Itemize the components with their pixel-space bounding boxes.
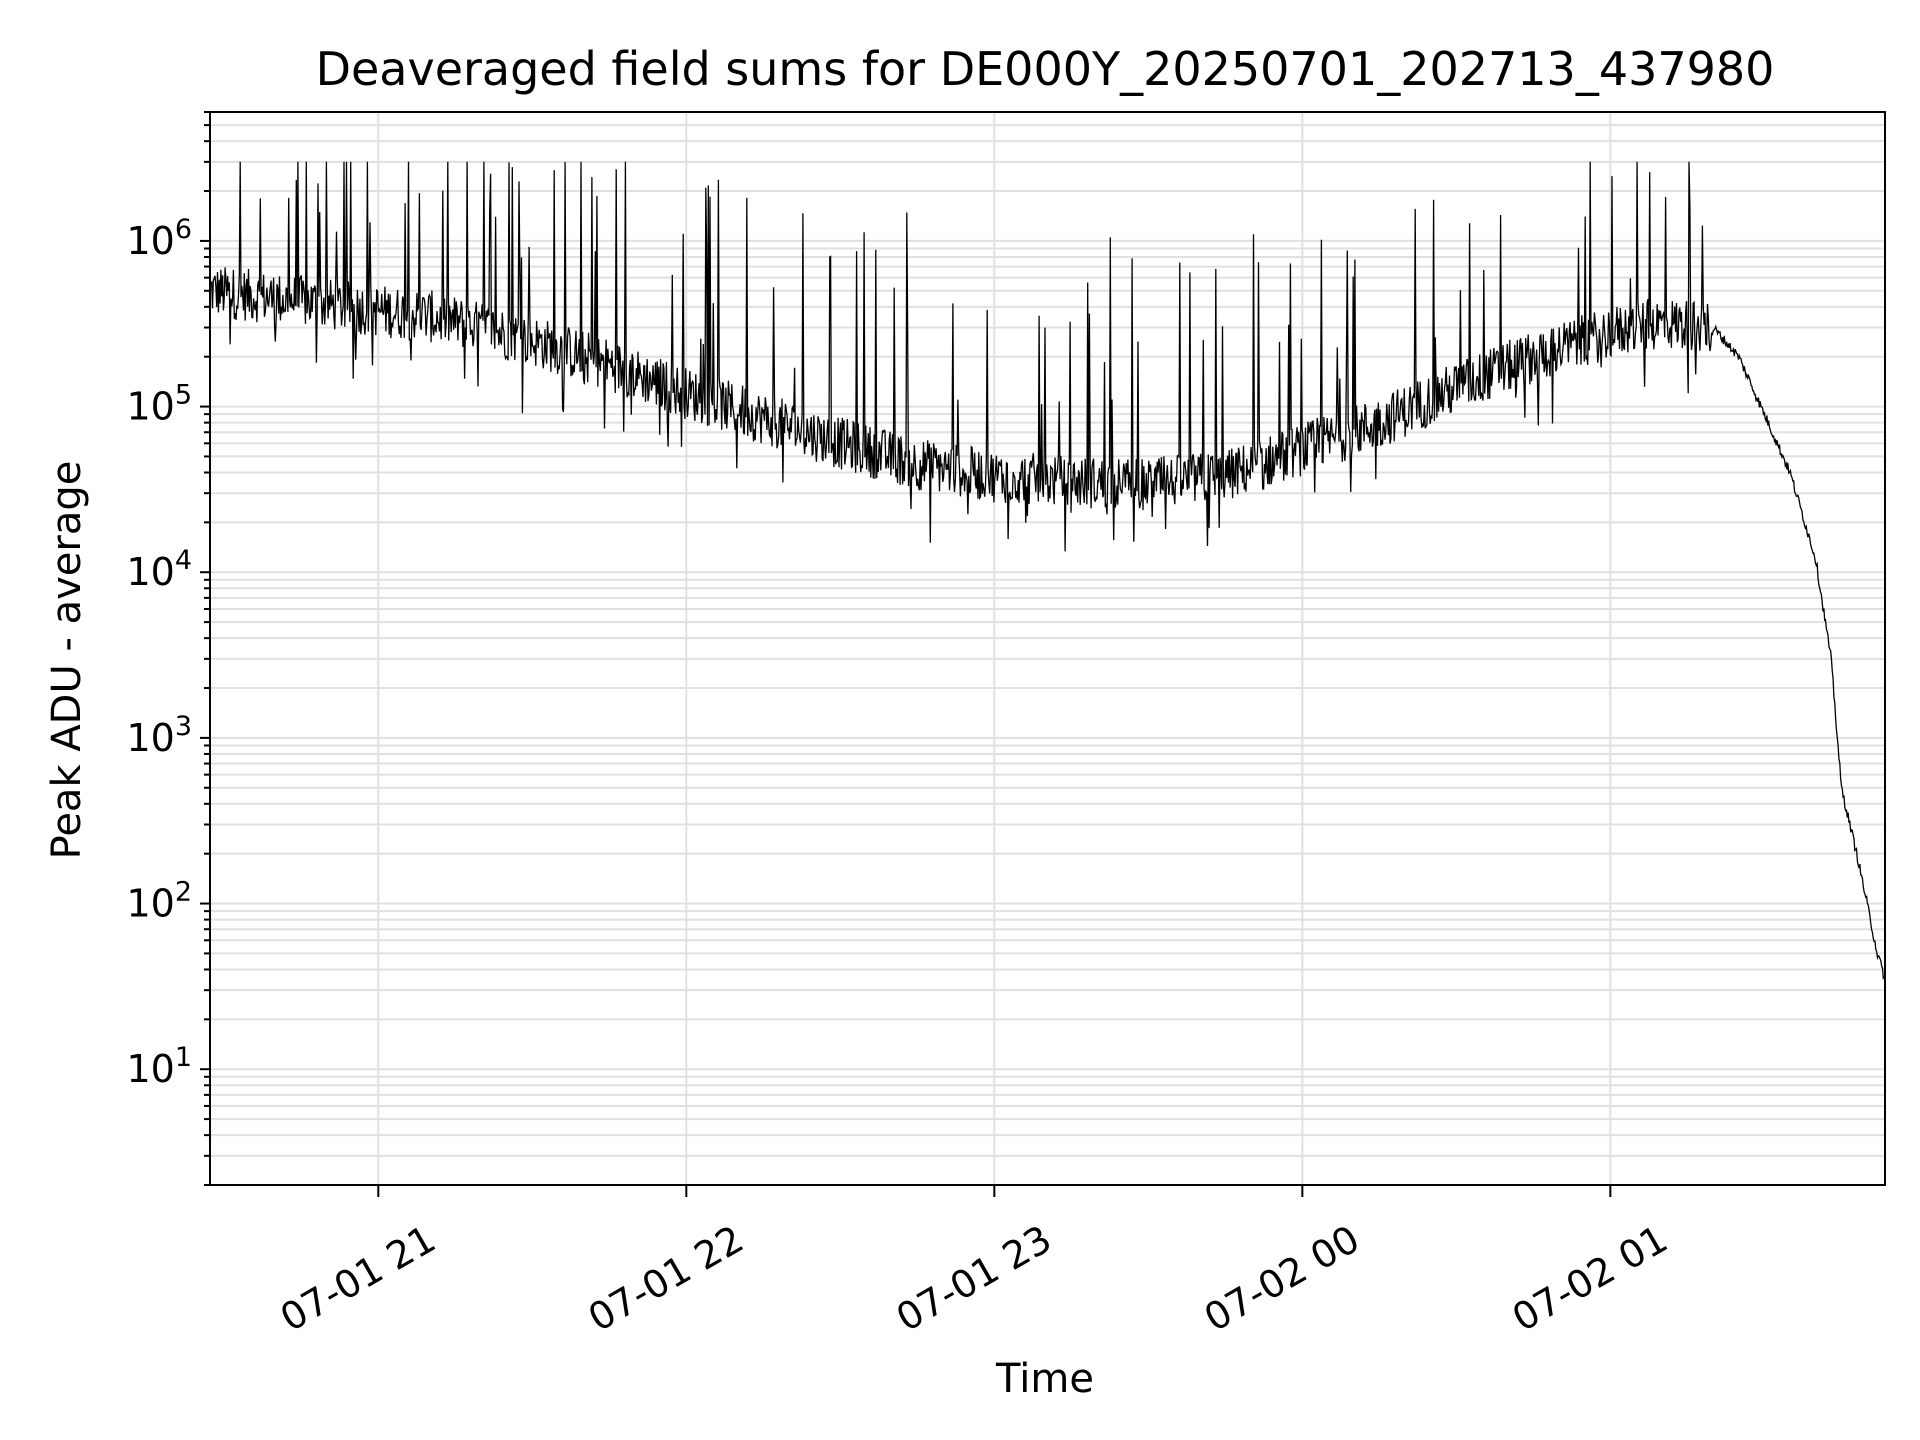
y-tick-exponent: 3: [175, 711, 192, 742]
y-tick-label: 103: [126, 711, 192, 760]
grid-lines: [210, 111, 1885, 1186]
chart-title: Deaveraged field sums for DE000Y_2025070…: [316, 42, 1775, 96]
y-tick-label: 101: [126, 1042, 192, 1091]
y-tick-exponent: 4: [175, 545, 192, 576]
y-tick-exponent: 5: [175, 380, 192, 411]
y-tick-exponent: 1: [175, 1042, 192, 1073]
plot-frame: [209, 111, 1886, 1186]
y-axis-title: Peak ADU - average: [44, 461, 90, 860]
data-series: [209, 161, 1885, 980]
y-tick-base: 10: [126, 385, 174, 429]
y-tick-base: 10: [126, 882, 174, 926]
y-tick-exponent: 6: [175, 214, 192, 245]
x-axis-title: Time: [995, 1356, 1094, 1402]
y-tick-base: 10: [126, 1047, 174, 1091]
y-tick-base: 10: [126, 550, 174, 594]
series-line: [209, 161, 1885, 980]
y-tick-base: 10: [126, 219, 174, 263]
y-tick-label: 106: [126, 214, 192, 263]
y-tick-base: 10: [126, 716, 174, 760]
y-tick-label: 105: [126, 380, 192, 429]
y-tick-label: 102: [126, 877, 192, 926]
y-tick-label: 104: [126, 545, 192, 594]
y-tick-exponent: 2: [175, 877, 192, 908]
